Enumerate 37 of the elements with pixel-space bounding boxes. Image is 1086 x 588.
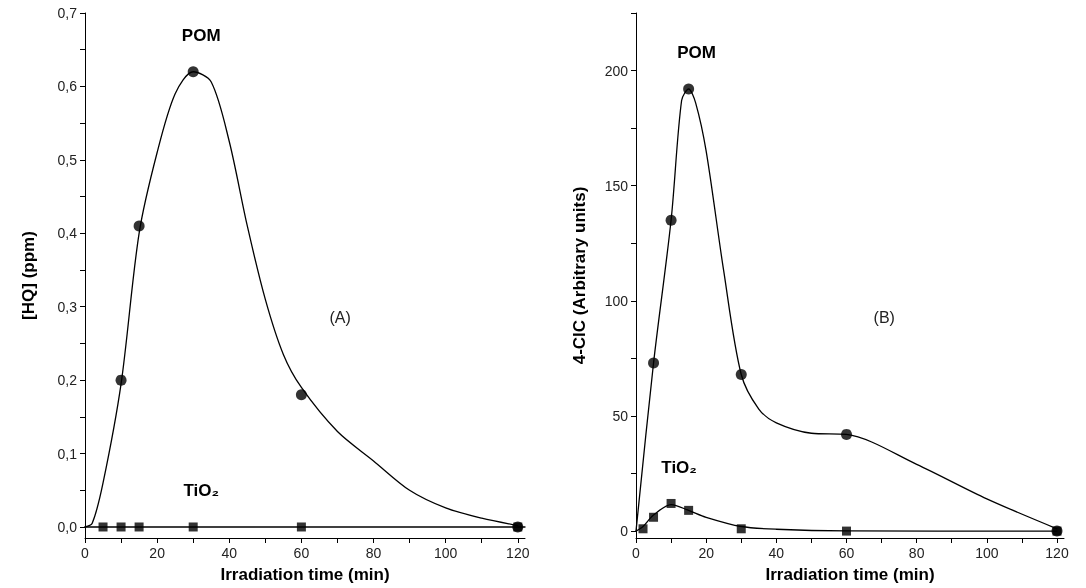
series-label: POM bbox=[181, 26, 221, 46]
y-tick-label: 0,4 bbox=[57, 225, 78, 242]
y-tick-label: 0,5 bbox=[57, 151, 78, 168]
series-label: TiO₂ bbox=[661, 457, 697, 477]
x-tick-label: 40 bbox=[768, 545, 785, 561]
y-tick-label: 0 bbox=[620, 523, 629, 540]
y-tick-label: 100 bbox=[604, 292, 629, 309]
x-tick-label: 120 bbox=[1045, 545, 1069, 561]
x-tick-label: 20 bbox=[149, 545, 166, 561]
x-tick-label: 0 bbox=[632, 545, 641, 561]
y-tick-label: 0,1 bbox=[57, 445, 78, 462]
y-tick-label: 50 bbox=[612, 407, 629, 424]
series-label: TiO₂ bbox=[183, 481, 219, 501]
x-tick-label: 100 bbox=[975, 545, 999, 561]
x-tick-label: 60 bbox=[293, 545, 310, 561]
x-axis-title: Irradiation time (min) bbox=[220, 565, 390, 584]
y-tick-label: 0,6 bbox=[57, 78, 78, 95]
annotation: (A) bbox=[329, 309, 351, 326]
x-tick-label: 80 bbox=[365, 545, 382, 561]
series-label: POM bbox=[677, 43, 716, 63]
x-tick-label: 60 bbox=[838, 545, 855, 561]
y-tick-label: 0,3 bbox=[57, 298, 78, 315]
y-tick-label: 200 bbox=[604, 62, 629, 79]
y-tick-label: 0,2 bbox=[57, 372, 78, 389]
y-axis-title: 4-ClC (Arbitrary units) bbox=[570, 186, 589, 365]
x-tick-label: 40 bbox=[221, 545, 238, 561]
x-tick-label: 20 bbox=[698, 545, 715, 561]
x-tick-label: 80 bbox=[908, 545, 925, 561]
y-axis-title: [HQ] (ppm) bbox=[19, 231, 38, 320]
x-tick-label: 120 bbox=[506, 545, 530, 561]
y-tick-label: 0,7 bbox=[57, 5, 78, 21]
x-tick-label: 100 bbox=[433, 545, 458, 561]
x-axis-title: Irradiation time (min) bbox=[765, 565, 935, 584]
x-tick-label: 0 bbox=[81, 545, 90, 561]
annotation: (B) bbox=[873, 309, 895, 326]
y-tick-label: 150 bbox=[604, 177, 629, 194]
y-tick-label: 0,0 bbox=[57, 518, 78, 535]
